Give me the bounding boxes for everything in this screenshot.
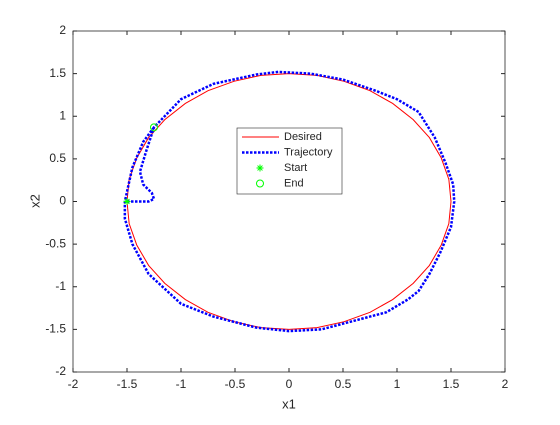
legend-label: Trajectory	[284, 146, 333, 158]
legend-label: End	[284, 177, 304, 189]
legend-label: Desired	[284, 131, 322, 143]
x-tick-label: 1.5	[443, 377, 460, 391]
legend-box	[236, 127, 343, 195]
legend-marker	[256, 179, 264, 188]
marker	[150, 123, 158, 132]
x-tick-label: -1.5	[117, 377, 138, 391]
plot-area	[72, 30, 506, 373]
legend-marker	[256, 164, 264, 172]
y-tick-label: -2	[55, 364, 66, 378]
y-tick-label: -0.5	[45, 236, 66, 250]
y-tick-label: 0.5	[49, 151, 66, 165]
y-tick-label: -1.5	[45, 322, 66, 336]
y-tick-label: -1	[55, 279, 66, 293]
y-tick-label: 2	[59, 23, 66, 37]
y-tick-label: 1	[59, 108, 66, 122]
x-tick-label: -1	[176, 377, 187, 391]
x-tick-label: 1	[394, 377, 401, 391]
legend-label: Start	[284, 162, 307, 174]
x-tick-label: 0	[286, 377, 293, 391]
marker	[123, 198, 131, 205]
x-tick-label: -0.5	[225, 377, 246, 391]
y-axis-label: x2	[27, 194, 42, 208]
x-tick-label: 2	[502, 377, 509, 391]
x-tick-label: 0.5	[335, 377, 352, 391]
y-tick-label: 0	[59, 194, 66, 208]
x-tick-label: -2	[68, 377, 79, 391]
y-tick-label: 1.5	[49, 66, 66, 80]
x-axis-label: x1	[282, 396, 296, 411]
series-line	[123, 70, 456, 333]
